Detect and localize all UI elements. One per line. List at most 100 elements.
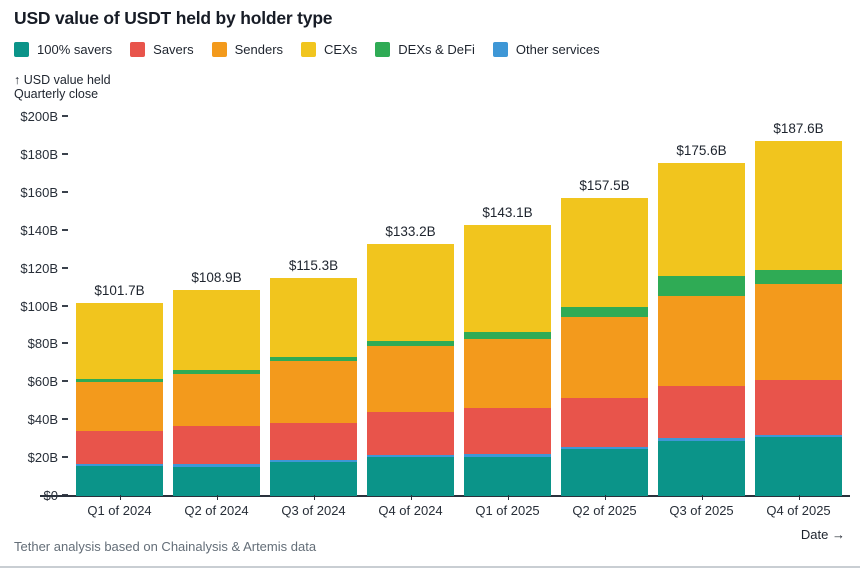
x-tick-mark xyxy=(119,495,121,500)
legend-label: 100% savers xyxy=(37,42,113,57)
legend-label: CEXs xyxy=(324,42,358,57)
bar-segment-100-savers xyxy=(755,437,842,496)
legend-label: Senders xyxy=(234,42,284,57)
bar-segment-savers xyxy=(76,430,163,464)
y-tick-label: $40B xyxy=(27,412,58,428)
bar-segment-other-services xyxy=(173,463,260,467)
bar-segment-savers xyxy=(367,412,454,455)
bar-segment-100-savers xyxy=(367,457,454,496)
y-axis-note: ↑ USD value held Quarterly close xyxy=(14,73,111,101)
legend-swatch-icon xyxy=(492,42,508,57)
x-tick-label: Q4 of 2024 xyxy=(367,495,454,518)
bar-segment-cexs xyxy=(270,277,357,357)
bar-segment-dexs-defi xyxy=(76,379,163,383)
bar-segment-100-savers xyxy=(173,466,260,496)
x-tick-mark xyxy=(313,495,315,500)
y-tick-mark xyxy=(62,266,68,269)
stacked-bar-q1-of-2024: $101.7B xyxy=(76,283,163,496)
stacked-bar-q4-of-2024: $133.2B xyxy=(367,224,454,496)
bar-segment-savers xyxy=(658,386,745,439)
bar-segment-cexs xyxy=(658,163,745,276)
bar-segment-dexs-defi xyxy=(270,356,357,362)
bar-segment-senders xyxy=(367,346,454,413)
x-tick-label: Q1 of 2025 xyxy=(464,495,551,518)
stacked-bar-q1-of-2025: $143.1B xyxy=(464,205,551,496)
bar-segment-senders xyxy=(658,296,745,387)
bar-total-label: $115.3B xyxy=(288,257,339,273)
bar-segment-other-services xyxy=(76,463,163,466)
y-tick-label: $100B xyxy=(20,298,58,314)
y-axis-note-line2: Quarterly close xyxy=(14,87,99,101)
stacked-bar-q3-of-2024: $115.3B xyxy=(270,258,357,496)
bar-segment-100-savers xyxy=(464,457,551,496)
bar-total-label: $157.5B xyxy=(579,177,630,193)
bar-segment-other-services xyxy=(755,435,842,438)
bar-segment-savers xyxy=(270,423,357,460)
legend-swatch-icon xyxy=(301,42,317,57)
legend-label: Other services xyxy=(515,42,600,57)
x-tick-label: Q2 of 2025 xyxy=(561,495,648,518)
x-tick-mark xyxy=(507,495,509,500)
y-tick-label: $60B xyxy=(27,374,58,390)
bar-total-label: $108.9B xyxy=(191,269,242,285)
x-axis-title: Date → xyxy=(800,527,845,542)
bar-segment-other-services xyxy=(367,454,454,458)
legend-swatch-icon xyxy=(130,42,146,57)
bar-segment-cexs xyxy=(755,140,842,271)
y-tick-label: $200B xyxy=(20,109,58,124)
chart-title: USD value of USDT held by holder type xyxy=(14,8,333,28)
stacked-bar-q4-of-2025: $187.6B xyxy=(755,121,842,496)
bar-segment-dexs-defi xyxy=(367,340,454,347)
bottom-divider xyxy=(0,566,860,568)
bar-segment-dexs-defi xyxy=(658,275,745,297)
x-tick-label: Q2 of 2024 xyxy=(173,495,260,518)
bar-segment-100-savers xyxy=(270,462,357,496)
legend-item-savers: Savers xyxy=(130,42,194,57)
y-tick-label: $80B xyxy=(27,336,58,352)
x-tick-label: Q3 of 2024 xyxy=(270,495,357,518)
bar-segment-cexs xyxy=(561,197,648,308)
x-axis-labels: Q1 of 2024 Q2 of 2024 Q3 of 2024 Q4 of 2024… xyxy=(76,495,842,518)
legend-item-cexs: CEXs xyxy=(301,42,357,57)
y-tick-label: $180B xyxy=(20,146,58,162)
bar-segment-100-savers xyxy=(658,440,745,496)
y-tick-mark xyxy=(62,380,68,383)
y-tick-mark xyxy=(62,190,68,193)
bar-segment-100-savers xyxy=(76,465,163,496)
legend-item-dexs-defi: DEXs & DeFi xyxy=(375,42,475,57)
bar-group: $101.7B $108.9B $115.3B $133.2B $143.1B $157.… xyxy=(76,117,842,496)
y-tick-label: $120B xyxy=(20,260,58,276)
y-tick-mark xyxy=(62,228,68,231)
bar-segment-senders xyxy=(561,316,648,398)
bar-segment-senders xyxy=(270,361,357,424)
bar-segment-senders xyxy=(464,339,551,409)
y-tick-mark xyxy=(62,152,68,155)
bar-segment-savers xyxy=(755,379,842,436)
x-tick-label: Q1 of 2024 xyxy=(76,495,163,518)
bar-segment-savers xyxy=(173,426,260,464)
legend-item-other-services: Other services xyxy=(492,42,600,57)
bar-segment-cexs xyxy=(173,289,260,371)
x-tick-mark xyxy=(701,495,703,500)
y-tick-mark xyxy=(62,304,68,307)
bar-total-label: $133.2B xyxy=(385,223,436,239)
bar-total-label: $101.7B xyxy=(94,283,145,299)
y-tick-mark xyxy=(62,418,68,421)
bar-segment-dexs-defi xyxy=(561,307,648,317)
legend-label: DEXs & DeFi xyxy=(398,42,475,57)
bar-segment-savers xyxy=(464,408,551,454)
y-tick-mark xyxy=(62,456,68,459)
source-note: Tether analysis based on Chainalysis & A… xyxy=(14,539,317,554)
x-tick-mark xyxy=(604,495,606,500)
x-tick-mark xyxy=(798,495,800,500)
bar-segment-senders xyxy=(755,283,842,380)
stacked-bar-q2-of-2025: $157.5B xyxy=(561,178,648,496)
legend-swatch-icon xyxy=(375,42,391,57)
bar-segment-other-services xyxy=(658,438,745,441)
bar-segment-savers xyxy=(561,397,648,447)
bar-segment-cexs xyxy=(464,224,551,332)
legend-swatch-icon xyxy=(211,42,227,57)
legend-swatch-icon xyxy=(14,42,29,57)
bar-segment-other-services xyxy=(464,453,551,458)
